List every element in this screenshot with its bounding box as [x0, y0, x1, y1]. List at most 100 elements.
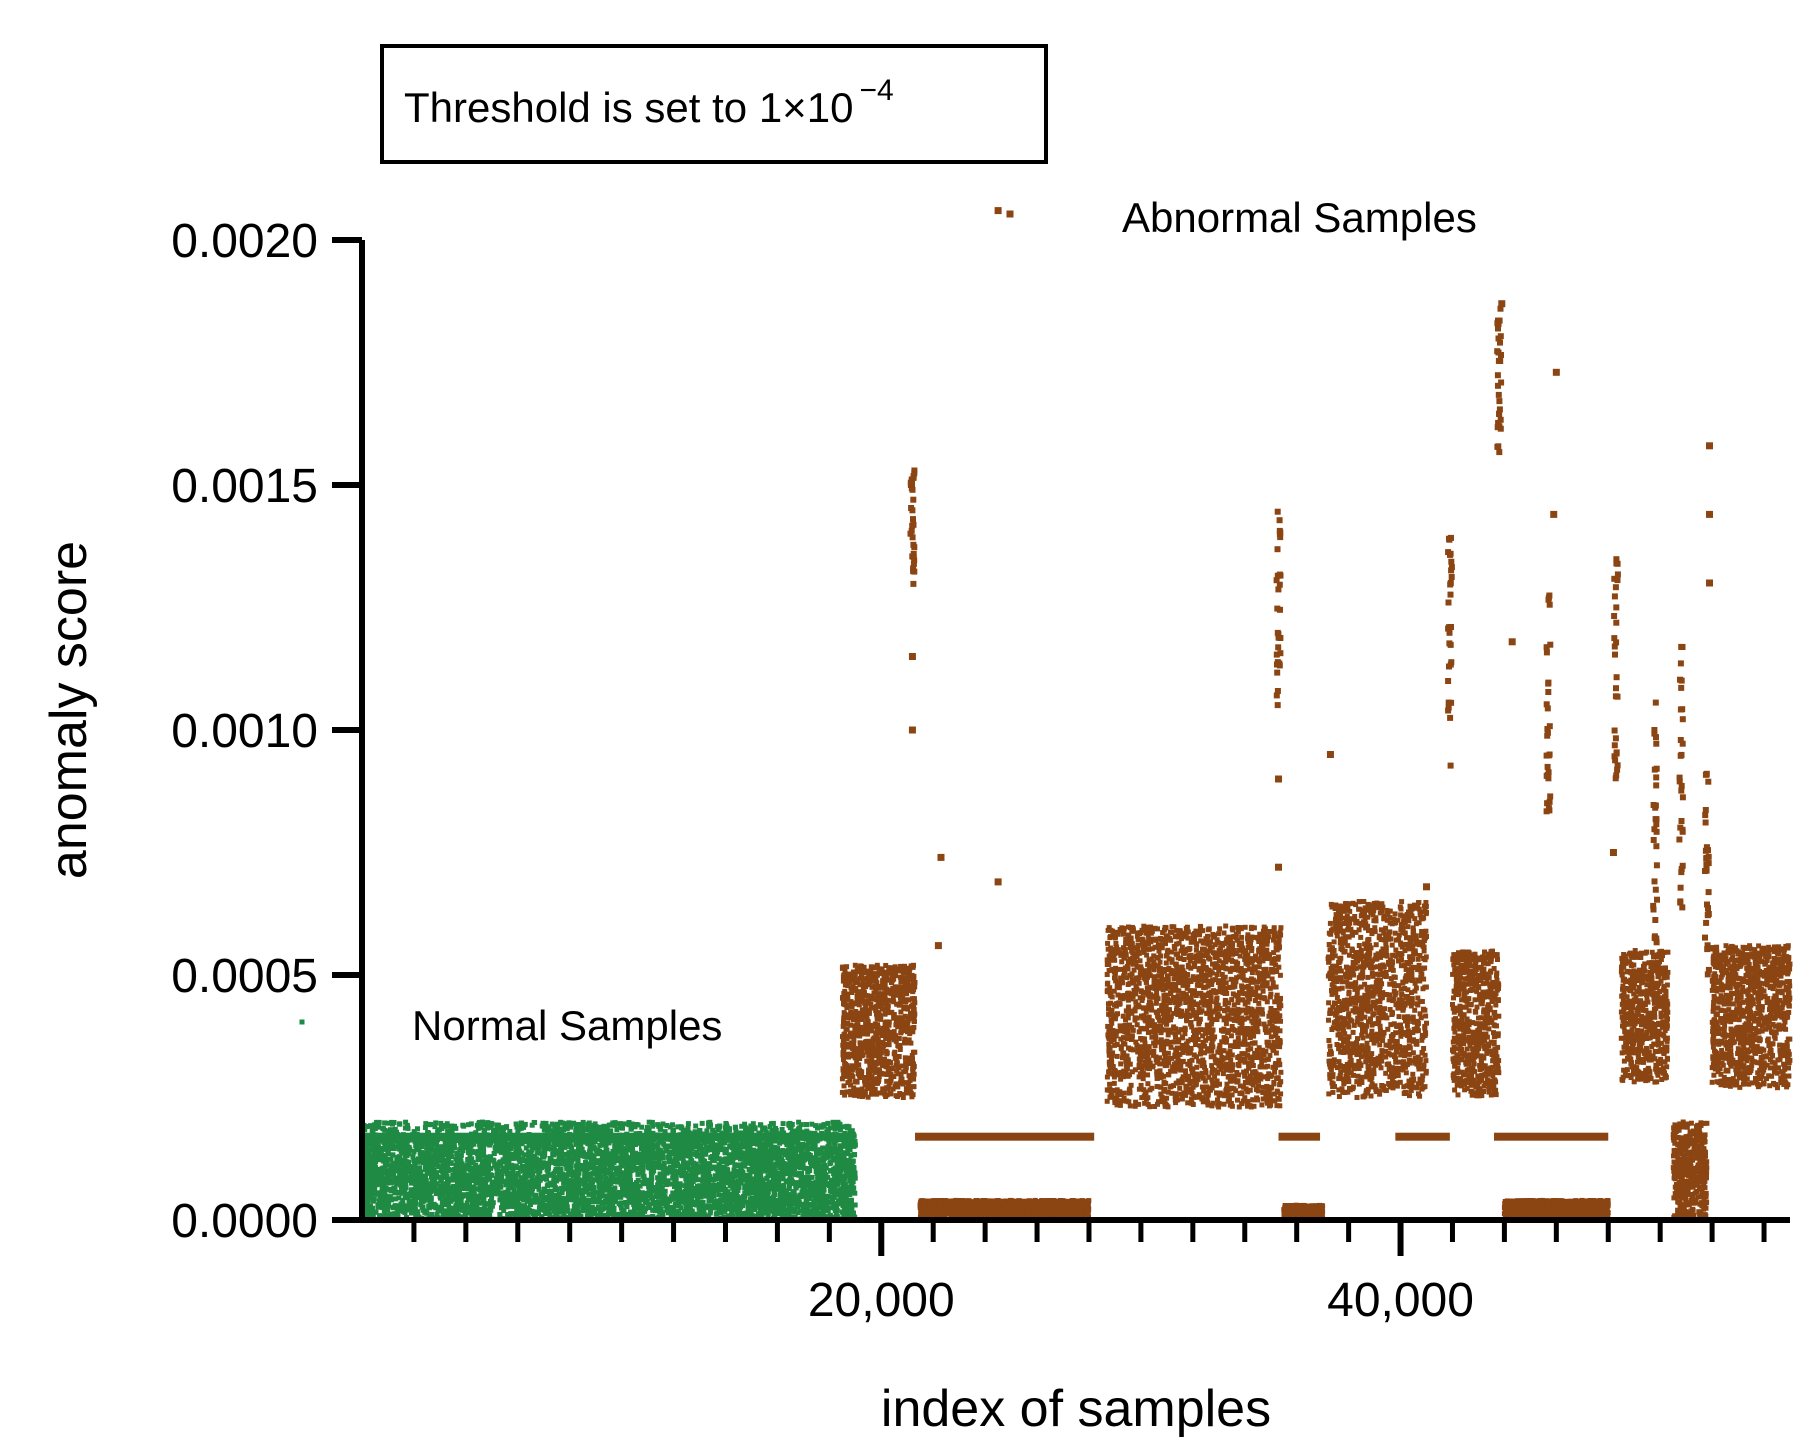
data-point	[813, 1162, 819, 1168]
data-point	[667, 1143, 673, 1149]
data-point	[434, 1181, 440, 1187]
data-point	[635, 1197, 641, 1203]
data-point	[447, 1185, 453, 1191]
data-point	[370, 1129, 376, 1135]
data-point	[578, 1141, 583, 1147]
data-point	[743, 1125, 748, 1131]
data-point	[634, 1166, 640, 1172]
data-point	[368, 1208, 374, 1214]
data-point	[375, 1154, 381, 1160]
data-point	[780, 1121, 786, 1127]
data-point	[517, 1183, 523, 1189]
data-point	[486, 1165, 491, 1170]
data-point	[532, 1194, 538, 1200]
data-point	[365, 1202, 371, 1208]
data-point	[825, 1154, 831, 1160]
data-point	[372, 1154, 378, 1160]
data-point	[622, 1121, 628, 1127]
data-point	[752, 1162, 758, 1168]
data-point	[656, 1178, 662, 1184]
data-point	[365, 1197, 371, 1203]
data-point	[606, 1129, 612, 1135]
data-point	[616, 1190, 622, 1195]
data-point	[485, 1171, 491, 1177]
data-point	[746, 1129, 752, 1135]
data-point	[696, 1145, 702, 1151]
data-point	[439, 1126, 445, 1131]
data-point	[699, 1151, 705, 1157]
data-point	[727, 1154, 733, 1160]
data-point	[661, 1175, 667, 1181]
data-point	[739, 1177, 745, 1183]
data-point	[468, 1121, 474, 1127]
data-point	[841, 1150, 847, 1156]
data-point	[373, 1181, 379, 1186]
data-point	[776, 1175, 782, 1180]
data-point	[403, 1119, 409, 1125]
data-point	[674, 1186, 680, 1192]
data-point	[679, 1211, 685, 1217]
data-point	[414, 1214, 419, 1220]
data-point	[565, 1179, 571, 1185]
data-point	[642, 1208, 647, 1214]
data-point	[513, 1202, 519, 1208]
data-point	[516, 1187, 522, 1193]
data-point	[641, 1181, 647, 1187]
data-point	[616, 1165, 622, 1171]
data-point	[606, 1193, 612, 1199]
data-point	[500, 1157, 506, 1163]
data-point	[657, 1172, 663, 1178]
data-point	[497, 1140, 502, 1145]
data-point	[555, 1121, 560, 1127]
data-point	[615, 1139, 621, 1145]
data-point	[834, 1169, 840, 1174]
data-point	[400, 1141, 405, 1147]
data-point	[645, 1144, 651, 1149]
data-point	[475, 1196, 481, 1202]
data-point	[823, 1165, 829, 1171]
data-point	[439, 1199, 445, 1205]
data-point	[759, 1144, 765, 1150]
data-point	[495, 1127, 501, 1133]
point-cloud-1-1	[359, 1119, 858, 1223]
data-point	[477, 1200, 483, 1206]
data-point	[570, 1173, 576, 1179]
data-point	[779, 1158, 785, 1164]
data-point	[615, 1171, 621, 1176]
data-point	[851, 1210, 856, 1216]
data-point	[648, 1145, 654, 1151]
data-point	[709, 1141, 715, 1147]
data-point	[494, 1166, 500, 1172]
data-point	[650, 1123, 656, 1129]
data-point	[525, 1184, 531, 1190]
data-point	[376, 1119, 382, 1125]
data-point	[832, 1174, 838, 1180]
data-point	[544, 1161, 550, 1166]
data-point	[457, 1187, 462, 1193]
data-point	[609, 1207, 615, 1212]
data-point	[434, 1211, 440, 1217]
data-point	[575, 1181, 581, 1187]
data-point	[675, 1124, 681, 1130]
data-point	[402, 1176, 408, 1182]
data-point	[560, 1186, 565, 1192]
data-point	[634, 1212, 640, 1218]
data-point	[658, 1182, 664, 1187]
data-point	[638, 1195, 644, 1201]
data-point	[562, 1121, 568, 1127]
data-point	[625, 1164, 631, 1170]
data-point	[544, 1167, 550, 1173]
data-point	[572, 1194, 578, 1200]
data-point	[525, 1165, 531, 1171]
data-point	[536, 1145, 542, 1151]
data-point	[442, 1181, 448, 1187]
data-point	[538, 1161, 544, 1167]
data-point	[768, 1121, 774, 1127]
data-point	[618, 1205, 624, 1211]
data-point	[779, 1173, 785, 1179]
data-point	[363, 1212, 369, 1218]
data-point	[731, 1167, 737, 1173]
data-point	[475, 1157, 481, 1163]
data-point	[486, 1191, 492, 1197]
data-point	[796, 1119, 802, 1125]
